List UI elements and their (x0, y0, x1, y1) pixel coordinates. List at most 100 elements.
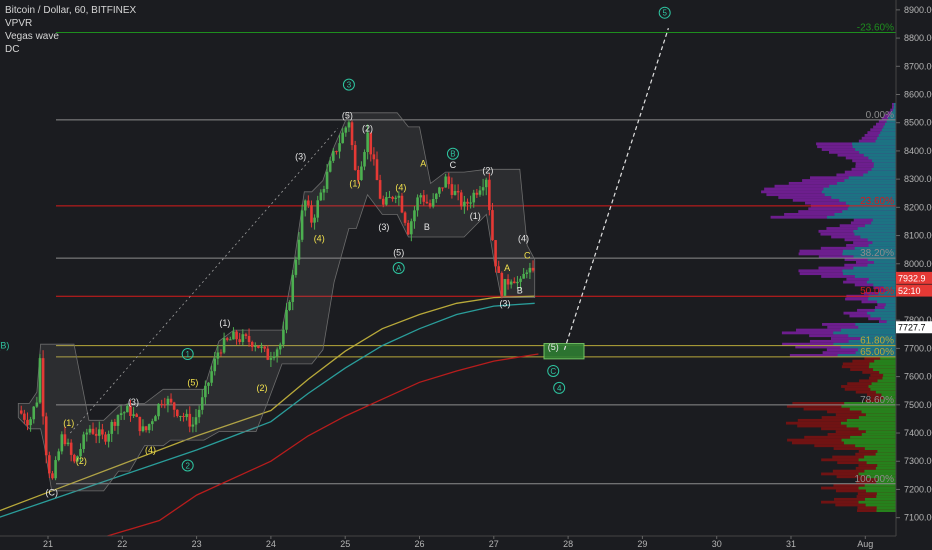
candle-body (129, 406, 132, 416)
candle-body (375, 159, 379, 181)
candle-body (472, 192, 476, 203)
candle-body (294, 259, 298, 275)
candle-body (79, 449, 82, 457)
wave-circle-marker (446, 147, 459, 160)
volume-bar-inner (879, 370, 896, 374)
candle-body (253, 345, 257, 348)
candle-body (179, 415, 182, 417)
candle-body (531, 267, 535, 271)
candle-body (60, 434, 64, 452)
candle-body (207, 382, 210, 386)
volume-bar-inner (833, 342, 896, 346)
candle-body (241, 334, 245, 343)
candle-body (54, 460, 57, 479)
volume-bar-inner (877, 464, 896, 467)
volume-bar-inner (863, 153, 896, 157)
volume-bar-inner (837, 354, 896, 357)
indicator-vpvr[interactable]: VPVR (5, 18, 33, 29)
wave-label: A (504, 263, 510, 273)
candle-body (138, 416, 142, 432)
candle-body (26, 419, 29, 426)
volume-bar-inner (841, 404, 896, 408)
vegas-wave-emas (0, 295, 539, 537)
candle-body (313, 217, 316, 223)
volume-bar-inner (886, 320, 896, 324)
candle-body (113, 421, 117, 426)
volume-bar-inner (847, 207, 896, 211)
candle-body (297, 239, 301, 260)
volume-bar-inner (865, 413, 896, 417)
volume-bar-inner (846, 424, 896, 428)
candle-body (204, 385, 207, 398)
wave-circle-marker (181, 348, 194, 361)
candle-body (338, 143, 341, 152)
wave-label: B (450, 150, 455, 159)
volume-bar-inner (873, 368, 896, 371)
projection-dashed-line (563, 28, 669, 350)
candle-body (303, 200, 307, 211)
indicator-dc[interactable]: DC (5, 44, 20, 55)
time-tick-label: 25 (340, 539, 350, 549)
volume-bar-inner (855, 148, 896, 151)
candle-body (188, 413, 192, 427)
wave-label: 4 (557, 384, 562, 393)
wave-label: B (424, 222, 430, 232)
fib-label: 78.60% (860, 395, 894, 406)
candle-body (194, 417, 198, 425)
candle-body (285, 310, 288, 330)
candle-body (151, 421, 154, 425)
ema-line (0, 302, 535, 518)
ema-line (107, 353, 539, 537)
wave-label: (5) (393, 247, 404, 257)
volume-bar-inner (834, 212, 896, 216)
wave-label: 3 (347, 81, 352, 90)
candle-body (169, 398, 173, 403)
volume-bar-inner (873, 283, 896, 287)
volume-bar-inner (883, 396, 896, 400)
volume-bar-inner (870, 387, 896, 391)
candle-body (413, 210, 416, 222)
candle-body (160, 403, 163, 405)
volume-bar-inner (893, 102, 896, 106)
volume-bar-inner (878, 134, 896, 137)
volume-bar-inner (865, 430, 896, 434)
candles (19, 120, 535, 481)
price-tick-label: 8900.00 (904, 5, 932, 15)
candle-body (519, 278, 522, 282)
candle-body (257, 345, 260, 348)
time-tick-label: Aug (857, 539, 873, 549)
candle-body (38, 358, 42, 403)
volume-bar-inner (858, 416, 896, 419)
candle-body (528, 267, 532, 273)
volume-bar-inner (842, 252, 896, 256)
indicator-vegas-wave[interactable]: Vegas wave (5, 31, 59, 42)
time-tick-label: 30 (712, 539, 722, 549)
volume-bar-inner (857, 348, 896, 352)
volume-bar-inner (853, 266, 896, 270)
candle-body (410, 221, 413, 235)
candle-body (416, 197, 419, 211)
wave-label: (4) (314, 233, 325, 243)
candle-body (459, 192, 463, 207)
volume-bar-inner (864, 447, 896, 450)
candle-body (51, 473, 54, 479)
price-tick-label: 7600.00 (904, 372, 932, 382)
wave-label: (2) (362, 123, 373, 133)
volume-bar-inner (846, 418, 896, 422)
candle-body (216, 352, 220, 359)
candle-body (23, 413, 26, 420)
price-tick-label: 7300.00 (904, 456, 932, 466)
volume-bar-inner (885, 303, 896, 307)
symbol-title[interactable]: Bitcoin / Dollar, 60, BITFINEX (5, 5, 137, 16)
volume-bar-inner (843, 441, 896, 445)
wave-label: (2) (76, 456, 87, 466)
volume-bar-inner (864, 469, 896, 473)
candle-body (400, 195, 404, 213)
candle-body (491, 210, 494, 241)
price-tick-label: 7400.00 (904, 428, 932, 438)
candle-body (107, 433, 110, 442)
candle-body (282, 329, 285, 345)
candle-body (378, 180, 382, 199)
chart-legend: Bitcoin / Dollar, 60, BITFINEX VPVR Vega… (5, 4, 136, 56)
